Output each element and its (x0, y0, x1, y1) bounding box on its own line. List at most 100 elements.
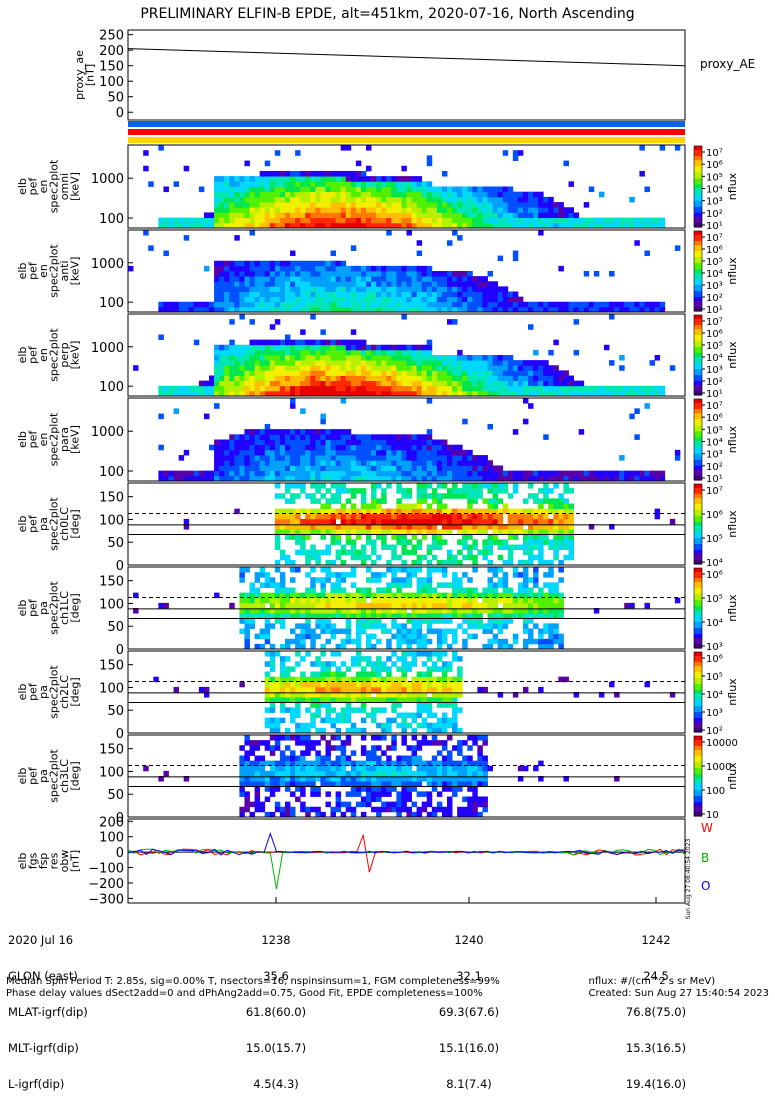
heatmap-cell (493, 187, 498, 193)
heatmap-cell (401, 276, 406, 282)
heatmap-cell (417, 707, 422, 713)
heatmap-cell (457, 529, 462, 535)
heatmap-cell (538, 504, 543, 510)
heatmap-cell (331, 370, 336, 376)
heatmap-cell (538, 534, 543, 540)
heatmap-cell (325, 697, 330, 703)
heatmap-cell (548, 350, 553, 356)
heatmap-cell (417, 355, 422, 361)
heatmap-cell (437, 498, 442, 504)
heatmap-cell (427, 302, 432, 308)
heatmap-cell (351, 471, 356, 477)
heatmap-cell (442, 697, 447, 703)
heatmap-cell (417, 218, 422, 224)
heatmap-cell (644, 218, 649, 224)
heatmap-cell (315, 687, 320, 693)
heatmap-cell (543, 370, 548, 376)
heatmap-cell (275, 519, 280, 525)
heatmap-cell (543, 360, 548, 366)
heatmap-cell (229, 455, 234, 461)
heatmap-cell (508, 302, 513, 308)
heatmap-cell (260, 370, 265, 376)
heatmap-cell (285, 286, 290, 292)
heatmap-cell (655, 386, 660, 392)
heatmap-cell (391, 567, 396, 573)
heatmap-cell (260, 266, 265, 272)
proxy-ae-panel-frame (128, 30, 685, 120)
heatmap-cell (543, 302, 548, 308)
heatmap-cell (614, 471, 619, 477)
heatmap-cell (255, 381, 260, 387)
heatmap-cell (260, 192, 265, 198)
heatmap-cell (427, 460, 432, 466)
heatmap-cell (351, 286, 356, 292)
heatmap-cell (234, 271, 239, 277)
heatmap-cell (407, 370, 412, 376)
heatmap-cell (452, 718, 457, 724)
heatmap-cell (331, 286, 336, 292)
heatmap-cell (548, 207, 553, 213)
heatmap-cell (280, 271, 285, 277)
heatmap-cell (371, 434, 376, 440)
heatmap-cell (422, 181, 427, 187)
heatmap-cell (407, 577, 412, 583)
heatmap-cell (300, 440, 305, 446)
heatmap-cell (412, 651, 417, 657)
heatmap-cell (381, 450, 386, 456)
heatmap-cell (391, 682, 396, 688)
heatmap-cell (513, 256, 518, 262)
heatmap-cell (381, 345, 386, 351)
heatmap-cell (427, 398, 432, 404)
heatmap-cell (457, 360, 462, 366)
colorbar-tick-label: 10¹ (706, 474, 723, 485)
heatmap-cell (300, 271, 305, 277)
heatmap-cell (361, 618, 366, 624)
heatmap-cell (356, 340, 361, 346)
heatmap-cell (457, 603, 462, 609)
heatmap-cell (214, 297, 219, 303)
heatmap-cell (371, 187, 376, 193)
heatmap-cell (462, 212, 467, 218)
heatmap-cell (341, 504, 346, 510)
heatmap-cell (260, 471, 265, 477)
heatmap-cell (371, 550, 376, 556)
colorbar-tick-label: 10⁵ (706, 594, 723, 605)
heatmap-cell (437, 297, 442, 303)
heatmap-cell (371, 598, 376, 604)
heatmap-cell (386, 687, 391, 693)
heatmap-cell (214, 370, 219, 376)
heatmap-cell (371, 504, 376, 510)
heatmap-cell (280, 623, 285, 629)
heatmap-cell (310, 314, 315, 320)
heatmap-cell (432, 445, 437, 451)
heatmap-cell (194, 471, 199, 477)
heatmap-cell (336, 297, 341, 303)
heatmap-cell (331, 687, 336, 693)
heatmap-cell (260, 434, 265, 440)
heatmap-cell (346, 181, 351, 187)
heatmap-cell (250, 355, 255, 361)
heatmap-cell (315, 297, 320, 303)
heatmap-cell (412, 181, 417, 187)
heatmap-cell (533, 493, 538, 499)
heatmap-cell (452, 360, 457, 366)
heatmap-cell (331, 445, 336, 451)
heatmap-cell (386, 286, 391, 292)
heatmap-cell (270, 350, 275, 356)
heatmap-cell (538, 498, 543, 504)
heatmap-cell (179, 471, 184, 477)
heatmap-cell (462, 514, 467, 520)
heatmap-cell (396, 207, 401, 213)
heatmap-cell (310, 519, 315, 525)
heatmap-cell (396, 292, 401, 298)
heatmap-cell (432, 555, 437, 561)
heatmap-cell (320, 450, 325, 456)
heatmap-cell (503, 202, 508, 208)
heatmap-cell (386, 603, 391, 609)
heatmap-cell (234, 355, 239, 361)
heatmap-cell (295, 355, 300, 361)
heatmap-cell (325, 202, 330, 208)
heatmap-cell (528, 493, 533, 499)
heatmap-cell (482, 355, 487, 361)
heatmap-cell (214, 218, 219, 224)
